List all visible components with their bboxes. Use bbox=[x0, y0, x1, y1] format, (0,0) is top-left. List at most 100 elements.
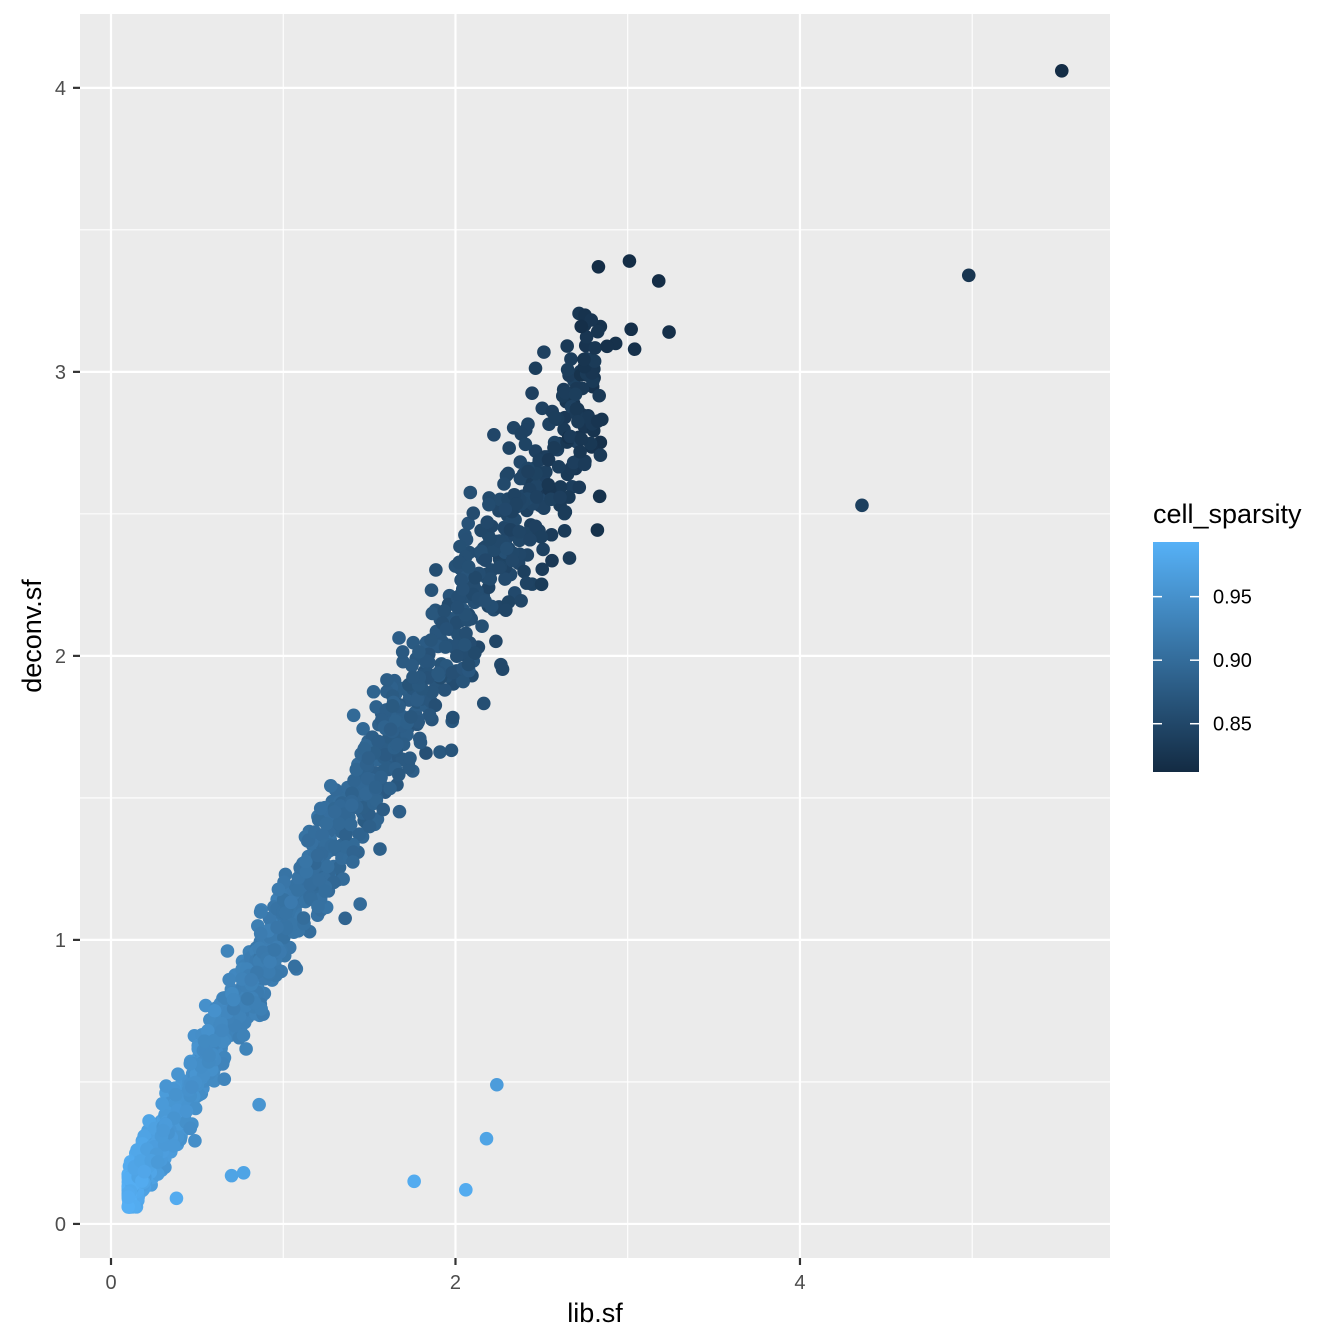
data-point bbox=[545, 553, 559, 568]
x-tick-label: 4 bbox=[794, 1272, 805, 1294]
data-point bbox=[490, 1077, 504, 1092]
data-point bbox=[483, 532, 497, 546]
data-point bbox=[1054, 64, 1069, 78]
data-point bbox=[571, 414, 585, 429]
data-point bbox=[495, 662, 510, 677]
data-point bbox=[405, 658, 419, 673]
data-point bbox=[188, 1134, 202, 1148]
data-point bbox=[476, 696, 491, 711]
data-point bbox=[366, 684, 381, 699]
data-point bbox=[568, 387, 583, 402]
y-tick-label: 1 bbox=[55, 930, 66, 952]
data-point bbox=[497, 477, 511, 491]
data-point bbox=[352, 827, 367, 842]
data-point bbox=[622, 254, 637, 268]
data-point bbox=[168, 1087, 183, 1102]
data-point bbox=[284, 895, 298, 910]
data-point bbox=[299, 854, 313, 869]
data-point bbox=[544, 527, 559, 542]
data-point bbox=[551, 459, 566, 474]
data-point bbox=[220, 944, 235, 958]
data-point bbox=[562, 551, 577, 565]
data-point bbox=[169, 1191, 184, 1206]
data-point bbox=[523, 532, 537, 547]
data-point bbox=[236, 1028, 251, 1043]
data-point bbox=[171, 1067, 185, 1082]
data-point bbox=[353, 897, 367, 911]
y-tick-label: 3 bbox=[55, 362, 66, 384]
data-point bbox=[226, 992, 241, 1007]
data-point bbox=[263, 955, 277, 969]
data-point bbox=[385, 699, 400, 713]
data-point bbox=[383, 722, 398, 737]
data-point bbox=[323, 779, 338, 793]
data-point bbox=[313, 801, 328, 816]
data-point bbox=[236, 1165, 251, 1180]
data-point bbox=[574, 319, 589, 334]
data-point bbox=[592, 388, 606, 403]
data-point bbox=[489, 634, 503, 649]
data-point bbox=[651, 274, 666, 288]
data-point bbox=[502, 441, 516, 455]
data-point bbox=[310, 848, 325, 863]
data-point bbox=[424, 583, 439, 597]
data-point bbox=[536, 542, 550, 557]
data-point bbox=[468, 570, 483, 585]
data-point bbox=[369, 700, 383, 714]
data-point bbox=[346, 855, 360, 869]
data-point bbox=[419, 746, 433, 760]
data-point bbox=[564, 352, 578, 366]
data-point bbox=[410, 693, 424, 707]
data-point bbox=[299, 865, 314, 879]
x-axis: 0 2 4 bbox=[105, 1258, 806, 1294]
data-point bbox=[505, 553, 520, 568]
data-point bbox=[424, 633, 438, 647]
data-point bbox=[155, 1097, 169, 1111]
data-point bbox=[855, 498, 869, 513]
legend-label: 0.95 bbox=[1213, 587, 1252, 609]
data-point bbox=[521, 464, 535, 479]
data-point bbox=[407, 1174, 421, 1189]
data-point bbox=[425, 606, 440, 621]
data-point bbox=[593, 448, 608, 462]
data-point bbox=[560, 339, 574, 353]
data-point bbox=[290, 883, 305, 897]
data-point bbox=[574, 432, 589, 447]
data-point bbox=[319, 816, 334, 831]
data-point bbox=[185, 1080, 199, 1094]
data-point bbox=[244, 973, 258, 987]
data-point bbox=[404, 710, 418, 724]
data-point bbox=[453, 539, 467, 554]
data-point bbox=[579, 330, 594, 344]
data-point bbox=[498, 572, 512, 586]
data-point bbox=[438, 640, 453, 654]
data-point bbox=[437, 683, 452, 697]
data-point bbox=[558, 505, 573, 519]
data-point bbox=[627, 342, 642, 356]
data-point bbox=[512, 524, 526, 539]
data-point bbox=[534, 577, 549, 592]
data-point bbox=[588, 341, 602, 355]
data-point bbox=[368, 780, 383, 794]
data-point bbox=[362, 819, 377, 834]
data-point bbox=[528, 361, 543, 376]
data-point bbox=[371, 734, 386, 749]
data-point bbox=[573, 445, 587, 459]
data-point bbox=[137, 1164, 152, 1179]
data-point bbox=[403, 751, 417, 765]
data-point bbox=[461, 657, 476, 672]
data-point bbox=[560, 362, 575, 377]
data-point bbox=[456, 674, 471, 689]
data-point bbox=[537, 345, 551, 359]
data-point bbox=[499, 541, 514, 556]
data-point bbox=[584, 313, 599, 327]
y-axis-title: deconv.sf bbox=[17, 579, 47, 693]
data-point bbox=[478, 594, 492, 608]
data-point bbox=[461, 559, 476, 574]
legend-ticks: 0.85 0.90 0.95 bbox=[1153, 587, 1252, 736]
data-point bbox=[514, 427, 529, 441]
data-point bbox=[439, 622, 454, 636]
data-point bbox=[183, 1056, 198, 1071]
data-point bbox=[429, 563, 443, 577]
data-point bbox=[328, 839, 342, 854]
